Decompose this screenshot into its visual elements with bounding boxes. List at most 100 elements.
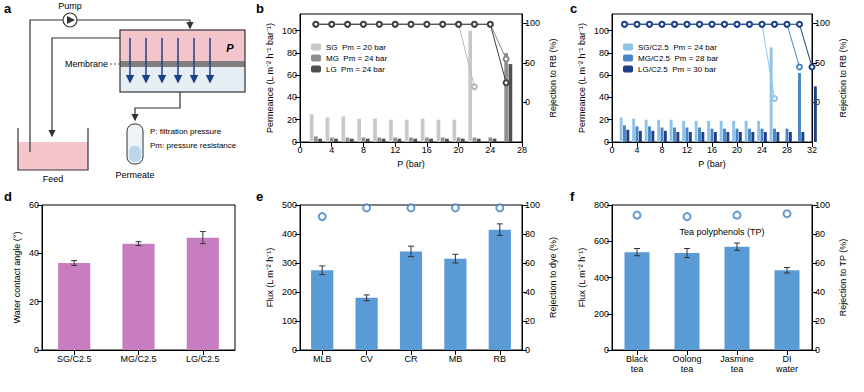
svg-text:MLB: MLB: [313, 354, 332, 364]
svg-text:20: 20: [599, 115, 609, 125]
svg-text:80: 80: [287, 48, 297, 58]
svg-text:80: 80: [525, 229, 535, 239]
svg-text:100: 100: [815, 18, 830, 28]
svg-text:60: 60: [525, 258, 535, 268]
svg-text:60: 60: [815, 258, 825, 268]
svg-text:LG/C2.5: LG/C2.5: [186, 354, 220, 364]
svg-text:LG Pm = 24 bar: LG Pm = 24 bar: [326, 65, 385, 74]
svg-text:100: 100: [594, 26, 609, 36]
svg-text:50: 50: [815, 58, 825, 68]
svg-text:100: 100: [282, 316, 297, 326]
svg-text:CV: CV: [360, 354, 373, 364]
svg-text:P (bar): P (bar): [698, 159, 725, 169]
svg-text:20: 20: [732, 145, 742, 155]
svg-text:16: 16: [707, 145, 717, 155]
svg-text:P (bar): P (bar): [397, 159, 424, 169]
svg-text:40: 40: [815, 287, 825, 297]
svg-text:LG/C2.5 Pm = 30 bar: LG/C2.5 Pm = 30 bar: [638, 65, 716, 74]
svg-text:0: 0: [525, 97, 530, 107]
svg-text:Pump: Pump: [58, 1, 82, 11]
svg-text:8: 8: [659, 145, 664, 155]
svg-text:28: 28: [517, 145, 527, 155]
svg-text:0: 0: [815, 345, 820, 355]
svg-text:0: 0: [609, 145, 614, 155]
svg-text:60: 60: [29, 200, 39, 210]
svg-text:8: 8: [361, 145, 366, 155]
svg-text:60: 60: [599, 70, 609, 80]
svg-text:300: 300: [282, 258, 297, 268]
svg-text:SG/C2.5: SG/C2.5: [57, 354, 92, 364]
svg-text:tea: tea: [681, 364, 694, 374]
svg-text:e: e: [256, 189, 263, 204]
svg-text:Water contact angle (°): Water contact angle (°): [12, 232, 22, 324]
svg-text:Membrane: Membrane: [65, 59, 108, 69]
svg-text:60: 60: [287, 70, 297, 80]
svg-text:12: 12: [390, 145, 400, 155]
svg-text:c: c: [570, 1, 577, 16]
svg-text:0: 0: [297, 145, 302, 155]
svg-text:Jasmine: Jasmine: [720, 354, 754, 364]
svg-text:24: 24: [485, 145, 495, 155]
svg-text:Permeance (L m⁻² h⁻¹ bar⁻¹): Permeance (L m⁻² h⁻¹ bar⁻¹): [265, 23, 275, 133]
svg-text:0: 0: [604, 345, 609, 355]
svg-text:Pm: pressure resistance: Pm: pressure resistance: [150, 141, 237, 150]
svg-text:Flux (L m⁻² h⁻¹): Flux (L m⁻² h⁻¹): [577, 248, 587, 308]
svg-text:SG/C2.5 Pm = 24 bar: SG/C2.5 Pm = 24 bar: [638, 43, 717, 52]
svg-text:Rejection to TP (%): Rejection to TP (%): [838, 239, 848, 317]
svg-text:0: 0: [604, 137, 609, 147]
svg-text:b: b: [256, 1, 264, 16]
svg-text:MG/C2.5 Pm = 28 bar: MG/C2.5 Pm = 28 bar: [638, 54, 719, 63]
svg-text:400: 400: [594, 273, 609, 283]
svg-text:80: 80: [599, 48, 609, 58]
svg-text:SG Pm = 20 bar: SG Pm = 20 bar: [326, 43, 386, 52]
svg-text:Flux (L m⁻² h⁻¹): Flux (L m⁻² h⁻¹): [265, 248, 275, 308]
svg-text:20: 20: [525, 316, 535, 326]
svg-text:MG Pm = 24 bar: MG Pm = 24 bar: [326, 54, 387, 63]
svg-text:0: 0: [292, 345, 297, 355]
svg-text:0: 0: [525, 345, 530, 355]
svg-text:RB: RB: [494, 354, 507, 364]
svg-text:f: f: [570, 189, 575, 204]
svg-text:Permeance (L m⁻² h⁻¹ bar⁻¹): Permeance (L m⁻² h⁻¹ bar⁻¹): [577, 23, 587, 133]
svg-text:20: 20: [815, 316, 825, 326]
svg-text:MB: MB: [449, 354, 463, 364]
svg-text:Rejection to dye (%): Rejection to dye (%): [548, 237, 558, 318]
svg-text:100: 100: [525, 18, 540, 28]
svg-text:40: 40: [29, 248, 39, 258]
svg-text:40: 40: [287, 92, 297, 102]
svg-text:CR: CR: [405, 354, 418, 364]
svg-text:tea: tea: [631, 364, 644, 374]
svg-text:MG/C2.5: MG/C2.5: [120, 354, 156, 364]
svg-text:100: 100: [282, 26, 297, 36]
svg-text:Tea polyphenols (TP): Tea polyphenols (TP): [679, 227, 764, 237]
svg-text:600: 600: [594, 236, 609, 246]
svg-text:28: 28: [782, 145, 792, 155]
svg-text:P: filtration pressure: P: filtration pressure: [150, 127, 222, 136]
svg-text:50: 50: [525, 58, 535, 68]
svg-text:water: water: [775, 364, 798, 374]
svg-text:40: 40: [525, 287, 535, 297]
svg-text:12: 12: [682, 145, 692, 155]
svg-text:Rejection to RB (%): Rejection to RB (%): [838, 38, 848, 117]
svg-text:200: 200: [282, 287, 297, 297]
svg-text:24: 24: [757, 145, 767, 155]
svg-text:4: 4: [329, 145, 334, 155]
svg-text:20: 20: [29, 297, 39, 307]
svg-text:32: 32: [807, 145, 817, 155]
svg-text:0: 0: [34, 345, 39, 355]
svg-text:20: 20: [287, 115, 297, 125]
svg-text:a: a: [4, 1, 12, 16]
svg-text:Black: Black: [626, 354, 649, 364]
svg-text:16: 16: [422, 145, 432, 155]
svg-text:0: 0: [292, 137, 297, 147]
svg-text:40: 40: [599, 92, 609, 102]
svg-text:100: 100: [815, 200, 830, 210]
svg-text:400: 400: [282, 229, 297, 239]
svg-text:DI: DI: [783, 354, 792, 364]
svg-text:200: 200: [594, 309, 609, 319]
svg-text:Permeate: Permeate: [115, 170, 154, 180]
svg-text:20: 20: [454, 145, 464, 155]
svg-text:80: 80: [815, 229, 825, 239]
svg-text:Oolong: Oolong: [672, 354, 701, 364]
svg-text:100: 100: [525, 200, 540, 210]
